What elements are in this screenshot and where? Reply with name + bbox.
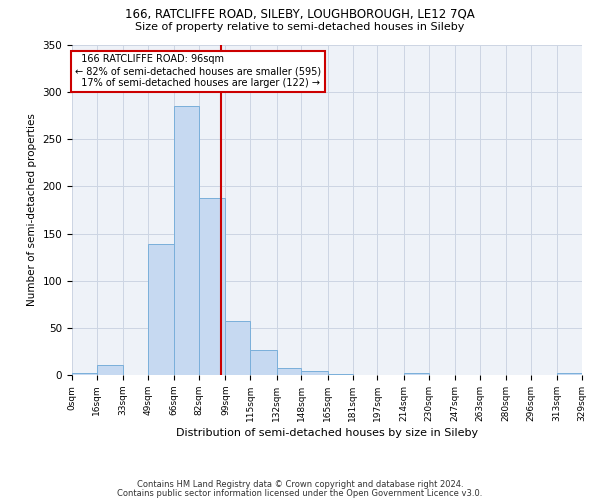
- Bar: [226, 322, 250, 375]
- Bar: [148, 244, 175, 375]
- Bar: [557, 373, 582, 375]
- Bar: [277, 368, 301, 375]
- Bar: [199, 198, 226, 375]
- X-axis label: Distribution of semi-detached houses by size in Sileby: Distribution of semi-detached houses by …: [176, 428, 478, 438]
- Text: 166 RATCLIFFE ROAD: 96sqm
← 82% of semi-detached houses are smaller (595)
  17% : 166 RATCLIFFE ROAD: 96sqm ← 82% of semi-…: [75, 54, 321, 88]
- Text: Contains HM Land Registry data © Crown copyright and database right 2024.: Contains HM Land Registry data © Crown c…: [137, 480, 463, 489]
- Y-axis label: Number of semi-detached properties: Number of semi-detached properties: [27, 114, 37, 306]
- Bar: [301, 371, 328, 375]
- Bar: [328, 374, 353, 375]
- Text: 166, RATCLIFFE ROAD, SILEBY, LOUGHBOROUGH, LE12 7QA: 166, RATCLIFFE ROAD, SILEBY, LOUGHBOROUG…: [125, 8, 475, 20]
- Text: Size of property relative to semi-detached houses in Sileby: Size of property relative to semi-detach…: [136, 22, 464, 32]
- Bar: [404, 373, 428, 375]
- Text: Contains public sector information licensed under the Open Government Licence v3: Contains public sector information licen…: [118, 488, 482, 498]
- Bar: [72, 373, 97, 375]
- Bar: [97, 364, 123, 375]
- Bar: [175, 106, 199, 375]
- Bar: [250, 350, 277, 375]
